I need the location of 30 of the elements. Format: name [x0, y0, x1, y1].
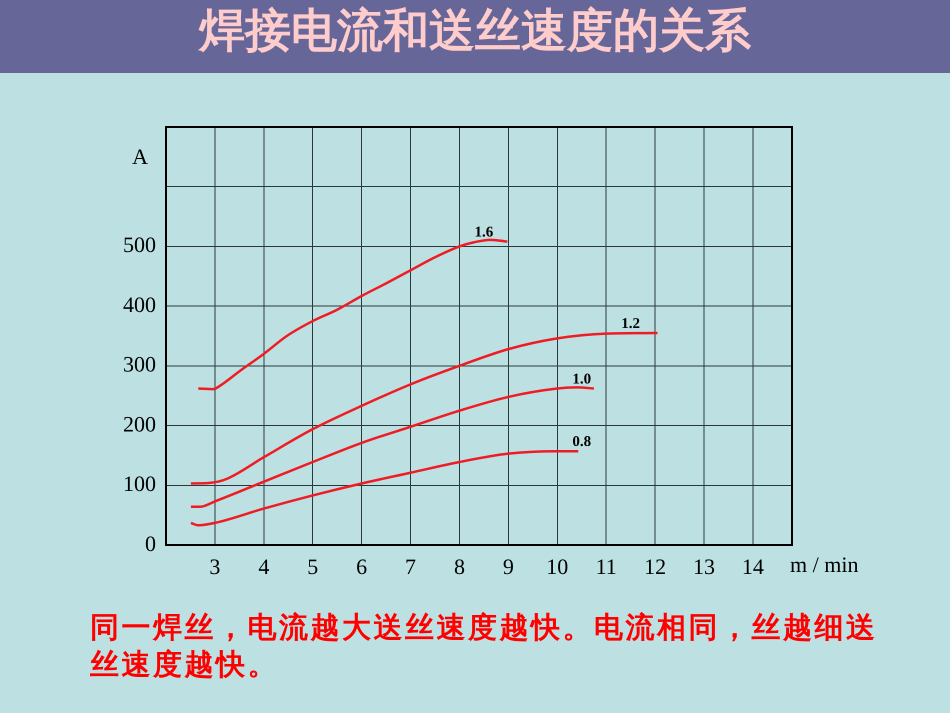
y-tick-label: 0 [145, 530, 156, 556]
y-tick-label: 500 [123, 232, 156, 258]
x-tick-label: 3 [209, 554, 220, 579]
series-label: 0.8 [572, 434, 592, 450]
y-tick-label: 400 [123, 292, 156, 317]
x-tick-label: 7 [405, 554, 416, 579]
line-series [190, 450, 580, 527]
x-axis-title: m / min [790, 552, 858, 577]
x-tick-label: 12 [644, 554, 666, 579]
text: 同一焊丝，电流越大送丝速度越快。电流相同，丝越细送丝速度越快。 [90, 609, 878, 683]
x-tick-label: 14 [742, 554, 764, 579]
y-axis-title: A [132, 144, 148, 169]
series-label: 1.6 [474, 224, 494, 241]
x-tick-label: 8 [454, 554, 465, 579]
line-series [190, 386, 596, 508]
x-tick-label: 13 [692, 554, 715, 579]
x-tick-label: 6 [356, 554, 368, 579]
x-tick-label: 5 [307, 554, 318, 579]
y-tick-label: 300 [123, 352, 156, 377]
y-tick-label: 100 [123, 471, 156, 496]
line-series [197, 238, 509, 390]
x-tick-label: 11 [596, 554, 617, 579]
line-series [190, 332, 659, 485]
series-label: 1.0 [572, 372, 592, 388]
y-tick-label: 200 [123, 411, 156, 436]
chart-title: 焊接电流和送丝速度的关系 [0, 0, 950, 73]
x-tick-label: 10 [546, 554, 568, 579]
x-tick-label: 9 [502, 554, 514, 579]
series-label: 1.2 [621, 316, 640, 332]
x-tick-label: 4 [258, 554, 270, 579]
